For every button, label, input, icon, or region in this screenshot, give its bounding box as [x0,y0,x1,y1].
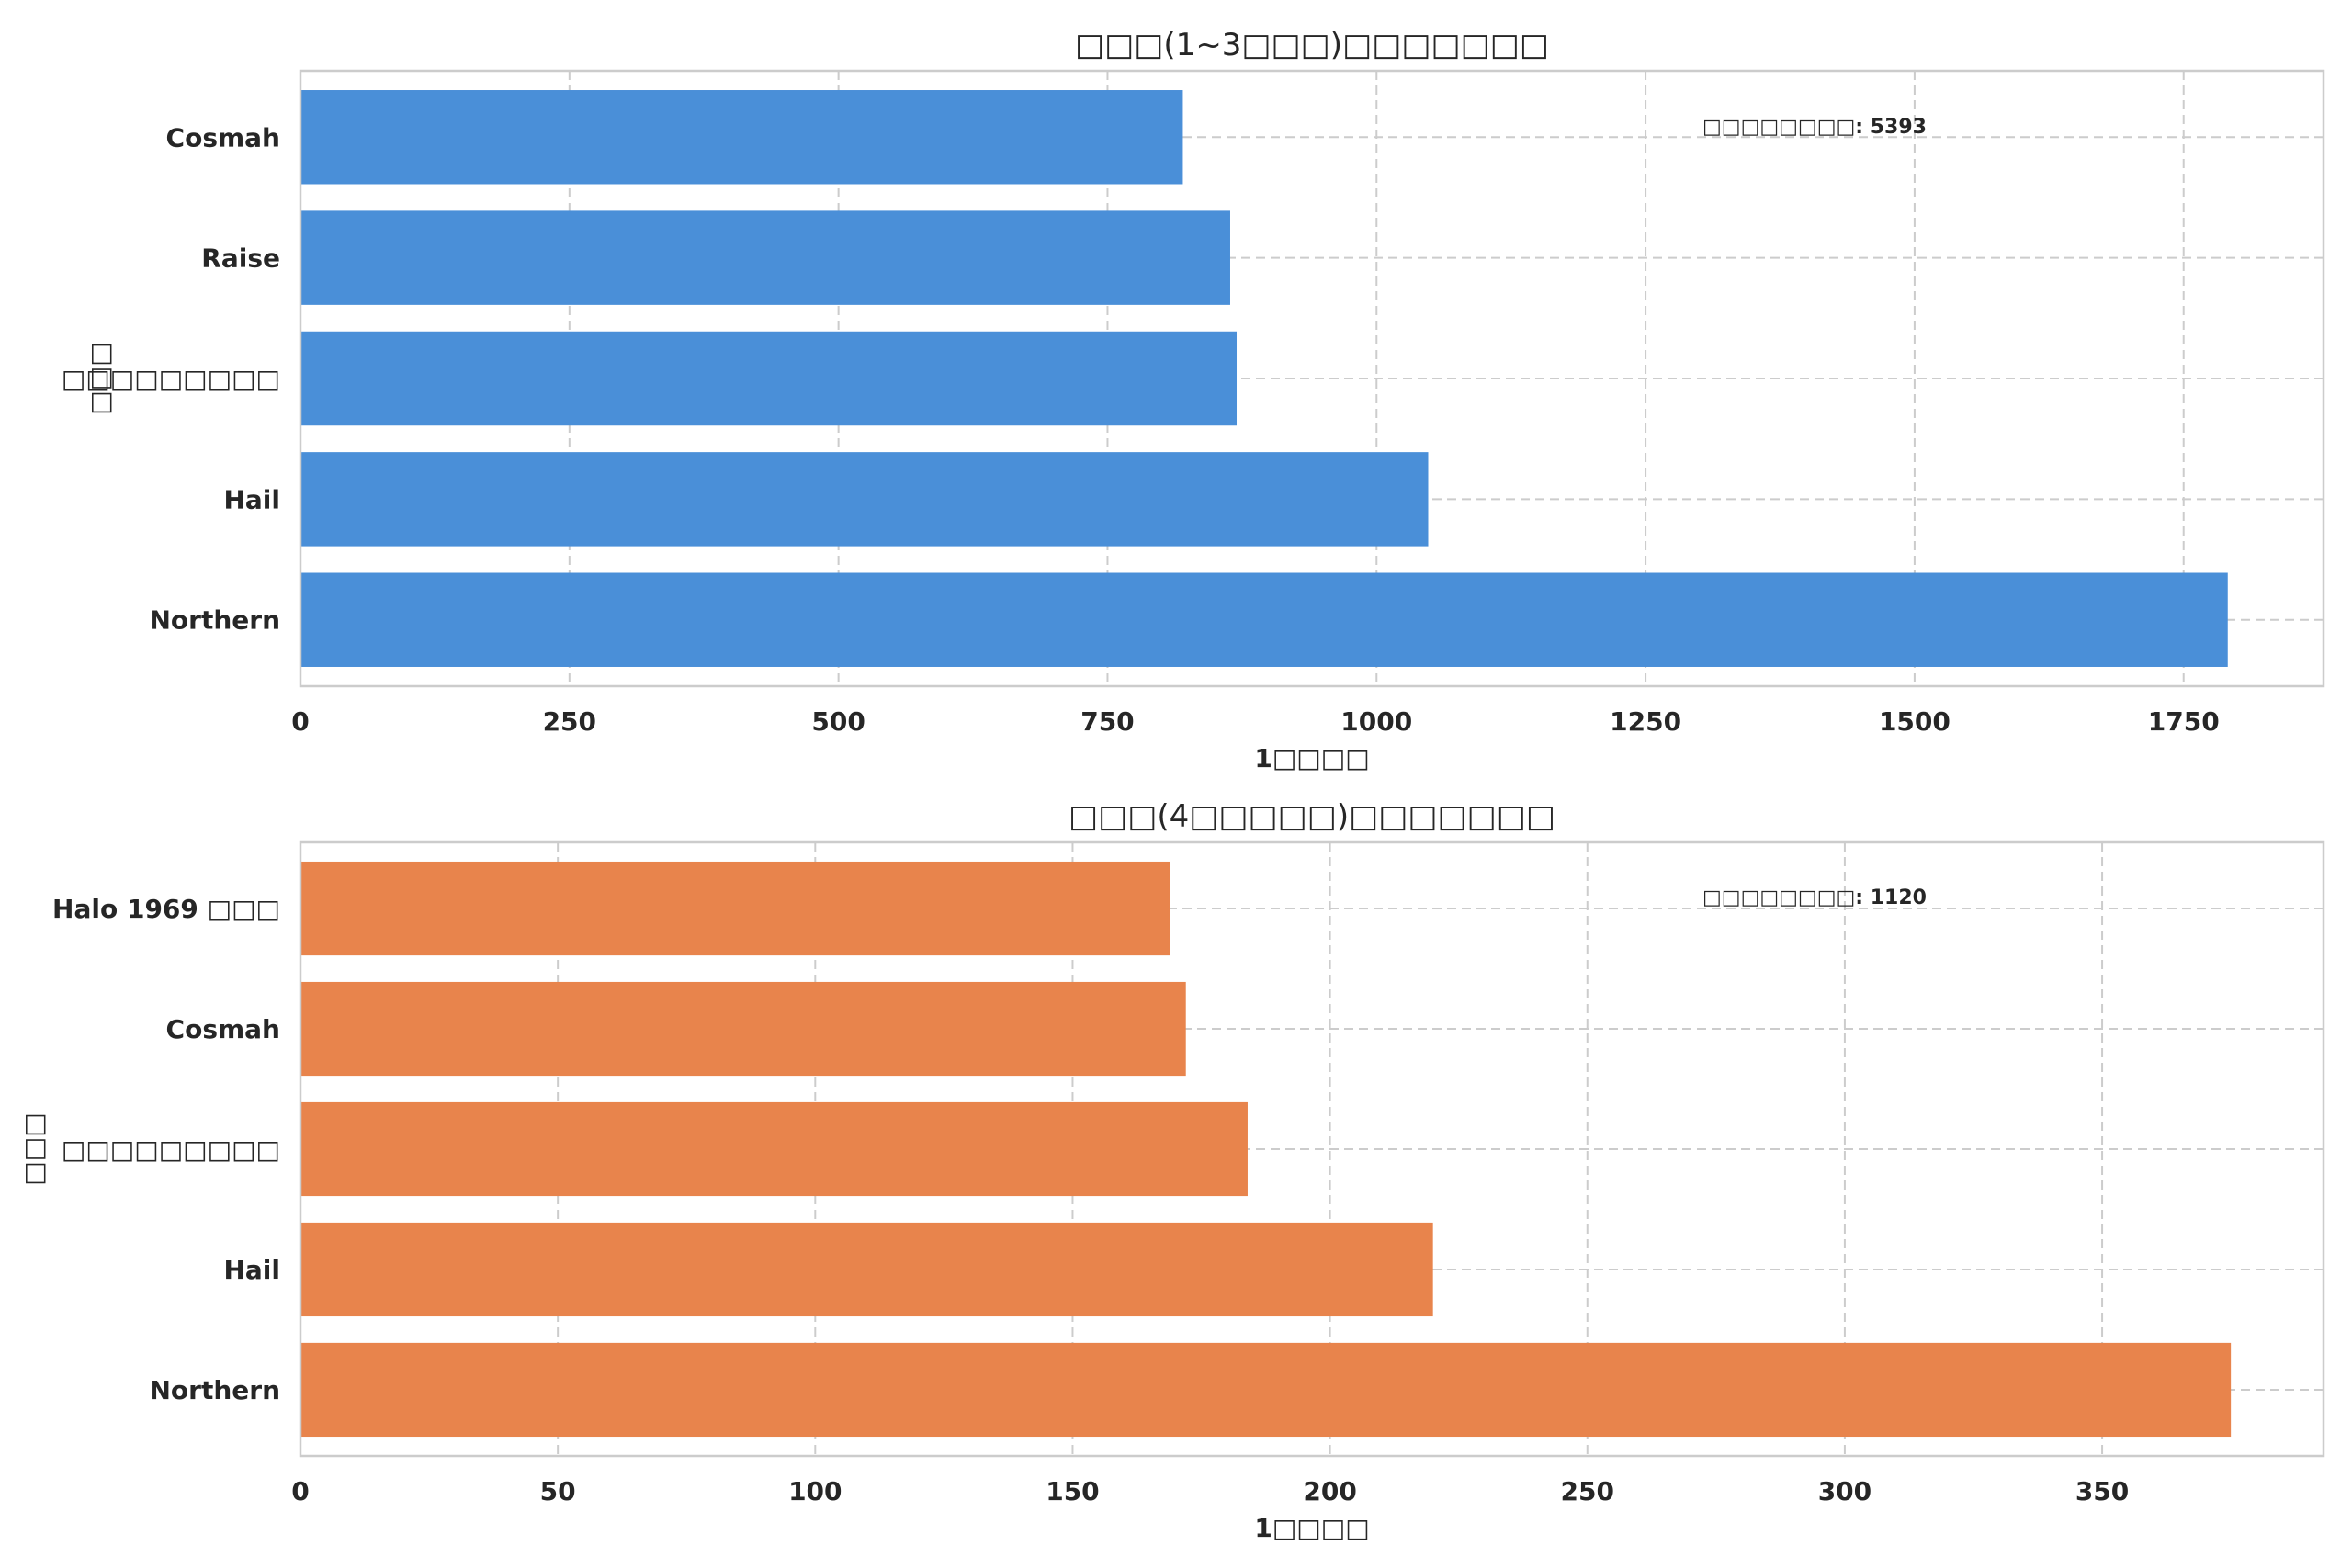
axes-frame [299,840,2325,1458]
x-tick-label: 500 [811,706,865,737]
total-annotation: □□□□□□□□: 1120 [1702,886,1927,909]
chart-title: □□□(4□□□□□)□□□□□□□ [1069,798,1555,835]
x-tick-label: 200 [1303,1476,1356,1506]
x-tick-label: 250 [1561,1476,1614,1506]
x-tick-label: 350 [2075,1476,2129,1506]
bar-1 [300,572,2228,667]
y-tick-label: Cosmah [166,122,280,152]
bar-3 [300,1101,1248,1197]
x-tick-label: 1000 [1340,706,1412,737]
bar-3 [300,331,1238,426]
y-tick-label: Northern [149,605,280,636]
x-tick-label: 50 [540,1476,576,1506]
y-tick-label: Northern [149,1375,280,1405]
x-tick-label: 100 [788,1476,842,1506]
y-tick-label: □□□□□□□□□ [62,364,280,394]
y-axis-label: □□□ [85,342,115,414]
bar-5 [300,861,1170,956]
x-tick-label: 250 [543,706,596,737]
total-annotation: □□□□□□□□: 5393 [1702,116,1927,139]
x-tick-label: 1500 [1879,706,1951,737]
x-tick-label: 300 [1818,1476,1871,1506]
chart-title: □□□(1~3□□□)□□□□□□□ [1075,27,1549,63]
y-tick-label: Cosmah [166,1014,280,1044]
bar-4 [300,981,1186,1077]
y-tick-label: Halo 1969 □□□ [52,894,280,924]
chart-panel-1: 0 250 500 750 1000 1250 1500 1750 Northern Hail □□… [62,27,2325,773]
x-tick-label: 1750 [2148,706,2220,737]
x-tick-label: 1250 [1610,706,1681,737]
y-tick-label: Raise [201,243,280,274]
x-tick-label: 0 [291,1476,309,1506]
x-tick-label: 750 [1080,706,1134,737]
bar-5 [300,90,1183,185]
bar-2 [300,1222,1433,1317]
x-tick-label: 0 [291,706,309,737]
chart-panel-2: 0 50 100 150 200 250 300 350NorthernHail□□□□□□□… [18,798,2325,1543]
y-tick-label: Hail [223,1255,280,1285]
y-axis-label: □□□ [18,1112,49,1185]
bar-4 [300,210,1230,305]
y-tick-label: □□□□□□□□□ [62,1134,280,1165]
axes-frame [299,69,2325,688]
x-axis-label: 1□□□□ [1254,1513,1369,1543]
bar-2 [300,452,1429,547]
x-tick-label: 150 [1046,1476,1099,1506]
y-tick-label: Hail [223,484,280,514]
x-axis-label: 1□□□□ [1254,743,1369,773]
bar-1 [300,1342,2232,1438]
